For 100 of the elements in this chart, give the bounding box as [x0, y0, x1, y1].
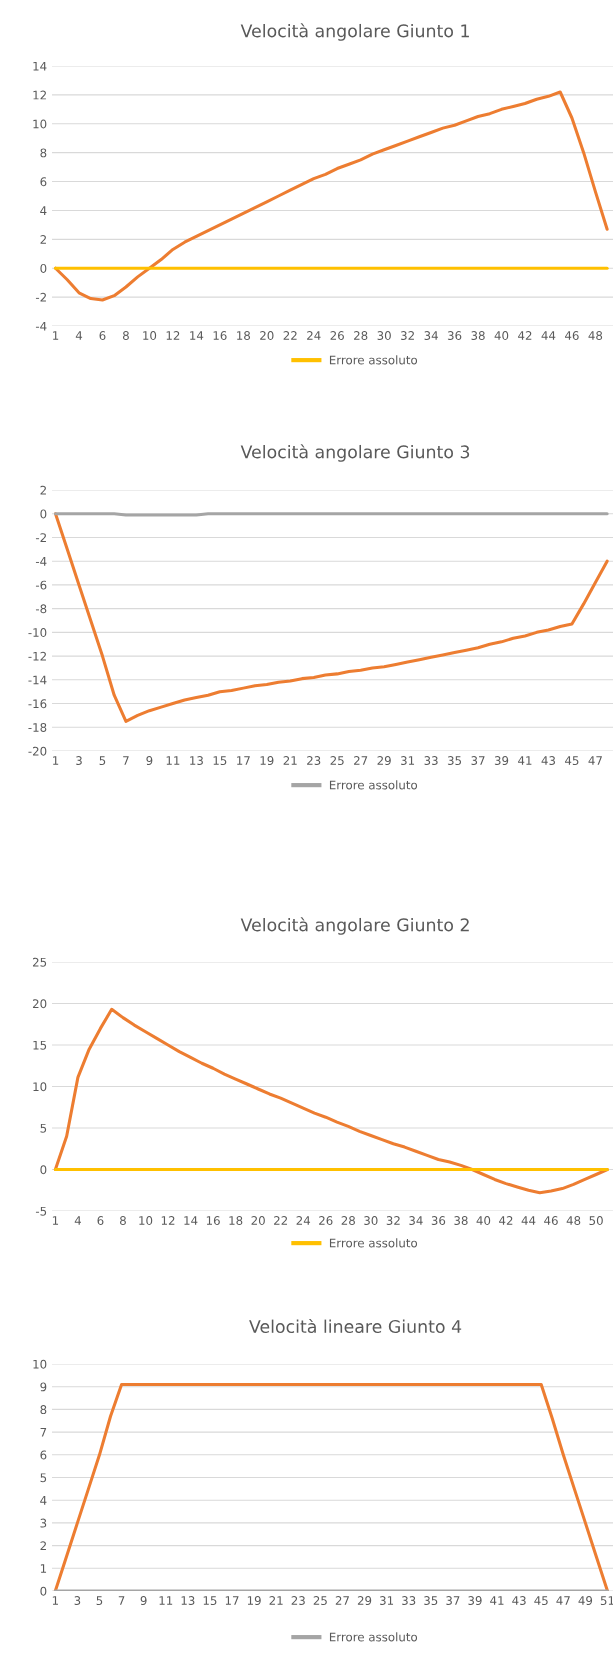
x-tick-label: 30 [364, 1216, 378, 1225]
x-tick-label: 13 [190, 756, 203, 765]
y-tick-label: -2 [35, 292, 46, 302]
x-tick-label: 24 [296, 1216, 311, 1225]
y-tick-label: 10 [33, 1359, 47, 1369]
x-tick-label: 15 [203, 1596, 217, 1605]
y-tick-label: 4 [40, 206, 47, 215]
y-tick-label: 2 [40, 235, 46, 244]
line-series [53, 1007, 609, 1195]
x-tick-label: 20 [251, 1216, 265, 1225]
y-tick-label: -14 [28, 675, 47, 685]
y-tick-label: 0 [40, 509, 47, 519]
x-tick-label: 36 [447, 331, 462, 340]
y-tick-label: -20 [28, 746, 47, 756]
y-tick-label: 8 [40, 1405, 47, 1415]
x-tick-label: 18 [237, 331, 251, 340]
y-tick-label: -12 [28, 651, 46, 661]
x-tick-label: 36 [431, 1216, 446, 1225]
x-tick-label: 6 [97, 1216, 104, 1225]
line-series [53, 90, 609, 302]
x-tick-label: 32 [386, 1216, 400, 1225]
x-tick-label: 47 [588, 756, 602, 765]
x-tick-label: 12 [161, 1216, 175, 1225]
y-tick-label: 6 [40, 1450, 47, 1460]
legend-label: Errore assoluto [329, 780, 418, 790]
x-tick-label: 20 [260, 331, 274, 340]
x-tick-label: 1 [53, 756, 59, 765]
x-tick-label: 21 [283, 756, 297, 765]
chart-title: Velocità angolare Giunto 2 [240, 917, 469, 935]
x-tick-label: 1 [52, 1216, 59, 1225]
y-tick-label: -16 [28, 699, 47, 709]
x-tick-label: 27 [335, 1596, 349, 1605]
x-tick-label: 44 [541, 331, 556, 340]
x-tick-label: 33 [424, 756, 438, 765]
x-tick-label: 40 [476, 1216, 491, 1225]
x-tick-label: 28 [354, 331, 368, 340]
y-tick-label: 14 [33, 61, 47, 71]
x-tick-label: 31 [380, 1596, 394, 1605]
x-tick-label: 50 [589, 1216, 603, 1225]
x-tick-label: 37 [471, 756, 485, 765]
y-tick-label: 10 [33, 1082, 47, 1092]
x-tick-label: 24 [307, 331, 321, 340]
x-tick-label: 11 [166, 756, 180, 765]
x-tick-label: 40 [494, 331, 509, 340]
x-tick-label: 18 [229, 1216, 243, 1225]
x-tick-label: 22 [283, 331, 297, 340]
x-tick-label: 8 [120, 1216, 126, 1225]
x-tick-label: 29 [357, 1596, 372, 1605]
x-tick-label: 35 [424, 1596, 438, 1605]
x-tick-label: 26 [330, 331, 344, 340]
x-tick-label: 12 [166, 331, 180, 340]
x-tick-label: 1 [52, 1596, 58, 1605]
x-tick-label: 13 [181, 1596, 195, 1605]
y-tick-label: 4 [40, 1496, 47, 1505]
x-tick-label: 39 [468, 1596, 482, 1605]
y-tick-label: -18 [28, 723, 47, 732]
x-tick-label: 35 [447, 756, 462, 765]
x-tick-label: 28 [341, 1216, 355, 1225]
x-tick-label: 9 [140, 1596, 147, 1605]
x-tick-label: 45 [534, 1596, 548, 1605]
y-tick-label: -5 [35, 1206, 47, 1216]
x-tick-label: 42 [499, 1216, 513, 1225]
x-tick-label: 7 [123, 756, 129, 765]
y-tick-label: -10 [28, 628, 47, 638]
y-tick-label: 5 [40, 1473, 47, 1483]
x-tick-label: 16 [213, 331, 227, 340]
x-tick-label: 37 [446, 1596, 460, 1605]
x-tick-label: 38 [454, 1216, 468, 1225]
x-tick-label: 10 [139, 1216, 153, 1225]
x-tick-label: 47 [556, 1596, 570, 1605]
x-tick-label: 10 [143, 331, 157, 340]
x-tick-label: 17 [225, 1596, 239, 1605]
x-tick-label: 41 [518, 756, 532, 765]
x-tick-label: 27 [354, 756, 368, 765]
x-tick-label: 46 [564, 331, 579, 340]
y-tick-label: 5 [40, 1123, 47, 1133]
x-tick-label: 22 [274, 1216, 288, 1225]
x-tick-label: 5 [99, 756, 106, 765]
x-tick-label: 1 [53, 331, 59, 340]
x-tick-label: 48 [588, 331, 603, 340]
y-tick-label: 2 [40, 485, 46, 495]
x-tick-label: 48 [566, 1216, 581, 1225]
x-tick-label: 7 [118, 1596, 125, 1605]
y-tick-label: 3 [40, 1518, 47, 1528]
x-tick-label: 21 [269, 1596, 283, 1605]
y-tick-label: -2 [35, 533, 46, 542]
x-tick-label: 39 [494, 756, 509, 765]
x-tick-label: 23 [291, 1596, 305, 1605]
y-tick-label: -8 [35, 604, 47, 614]
y-tick-label: 15 [33, 1040, 47, 1050]
x-tick-label: 9 [146, 756, 153, 765]
x-tick-label: 14 [190, 331, 204, 340]
x-tick-label: 23 [307, 756, 321, 765]
x-tick-label: 19 [260, 756, 274, 765]
chart-title: Velocità angolare Giunto 1 [240, 23, 469, 41]
x-tick-label: 8 [122, 331, 129, 340]
y-tick-label: 7 [40, 1427, 47, 1437]
x-tick-label: 32 [401, 331, 414, 340]
x-tick-label: 49 [578, 1596, 593, 1605]
x-tick-label: 29 [377, 756, 391, 765]
